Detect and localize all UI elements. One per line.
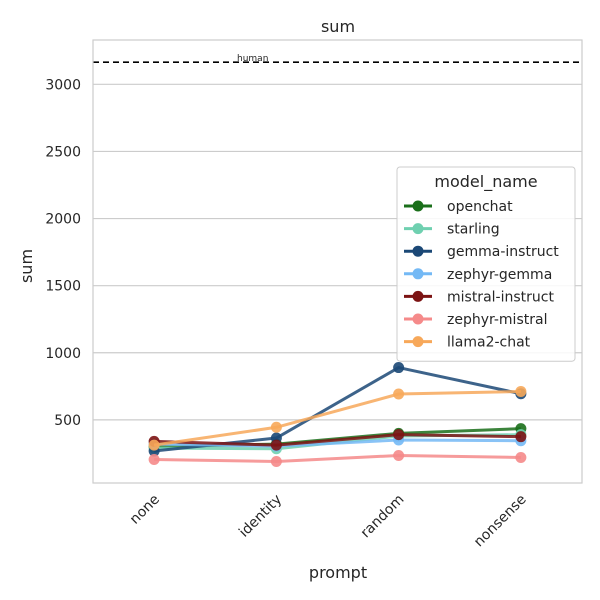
y-tick-label: 1500 bbox=[45, 279, 81, 295]
legend-swatch-marker bbox=[412, 223, 424, 235]
legend: model_name openchat starling gemma-instruc… bbox=[396, 166, 576, 362]
y-tick-label: 500 bbox=[54, 413, 81, 429]
legend-item: gemma-instruct bbox=[404, 244, 559, 260]
legend-item: zephyr-gemma bbox=[404, 267, 552, 283]
legend-items: openchat starling gemma-instruct zephyr-gem… bbox=[404, 199, 559, 351]
data-point bbox=[515, 385, 527, 397]
y-axis-label: sum bbox=[17, 249, 36, 283]
grid bbox=[93, 83, 582, 421]
legend-label: zephyr-gemma bbox=[447, 267, 552, 283]
legend-swatch-marker bbox=[412, 268, 424, 280]
legend-item: openchat bbox=[404, 199, 513, 215]
legend-box bbox=[396, 166, 576, 362]
data-point bbox=[393, 388, 405, 400]
series-mistral-instruct bbox=[148, 429, 527, 451]
data-point bbox=[515, 451, 527, 463]
data-point bbox=[393, 362, 405, 374]
data-point bbox=[393, 429, 405, 441]
series-layer bbox=[148, 362, 527, 468]
data-point bbox=[148, 454, 160, 466]
legend-swatch-marker bbox=[412, 313, 424, 325]
y-tick-label: 2500 bbox=[45, 144, 81, 160]
data-point bbox=[270, 439, 282, 451]
series-zephyr-mistral bbox=[148, 449, 527, 468]
series-line bbox=[154, 453, 521, 464]
legend-item: zephyr-mistral bbox=[404, 312, 547, 328]
legend-swatch-marker bbox=[412, 336, 424, 348]
y-tick-label: 3000 bbox=[45, 77, 81, 93]
data-point bbox=[270, 421, 282, 433]
series-line bbox=[154, 433, 521, 447]
series-llama2-chat bbox=[148, 385, 527, 451]
legend-swatch-marker bbox=[412, 200, 424, 212]
x-axis-label: prompt bbox=[309, 563, 367, 582]
data-point bbox=[148, 439, 160, 451]
legend-label: gemma-instruct bbox=[447, 244, 559, 260]
legend-title: model_name bbox=[434, 172, 537, 192]
chart-title: sum bbox=[321, 17, 355, 36]
legend-swatch-marker bbox=[412, 290, 424, 302]
y-tick-label: 1000 bbox=[45, 346, 81, 362]
data-point bbox=[270, 456, 282, 468]
legend-swatch-marker bbox=[412, 245, 424, 257]
data-point bbox=[515, 431, 527, 443]
legend-item: starling bbox=[404, 222, 500, 238]
y-tick-labels: 500 1000 1500 2000 2500 3000 bbox=[45, 77, 81, 429]
series-line bbox=[154, 438, 521, 448]
y-tick-label: 2000 bbox=[45, 212, 81, 228]
legend-item: llama2-chat bbox=[404, 335, 531, 351]
legend-label: llama2-chat bbox=[447, 335, 531, 351]
human-reference-label: human bbox=[237, 54, 268, 64]
legend-label: starling bbox=[447, 222, 500, 238]
legend-label: zephyr-mistral bbox=[447, 312, 547, 328]
legend-label: mistral-instruct bbox=[447, 289, 554, 305]
data-point bbox=[393, 449, 405, 461]
legend-label: openchat bbox=[447, 199, 513, 215]
plot-frame bbox=[92, 39, 583, 484]
series-line bbox=[153, 389, 521, 447]
legend-item: mistral-instruct bbox=[404, 289, 554, 305]
reference-line: human bbox=[93, 54, 582, 64]
